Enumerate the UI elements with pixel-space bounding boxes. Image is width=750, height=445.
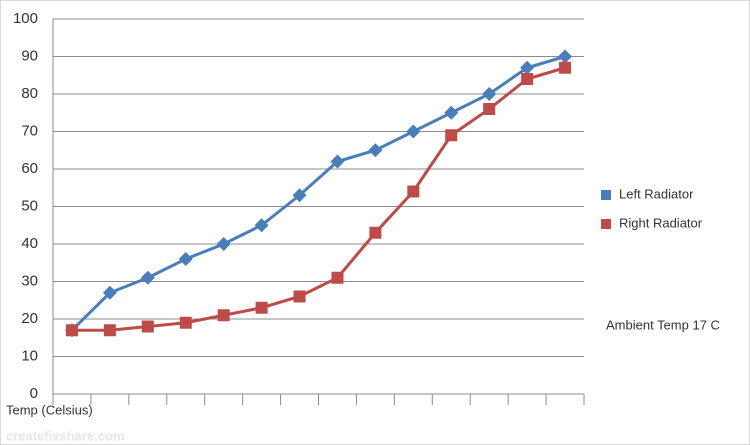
annotation: Ambient Temp 17 C — [606, 317, 720, 332]
marker — [369, 226, 382, 239]
y-tick-label: 0 — [30, 385, 38, 402]
series-line — [71, 66, 566, 332]
marker — [102, 285, 117, 300]
marker — [103, 324, 116, 337]
marker — [217, 309, 230, 322]
marker — [445, 129, 458, 142]
marker — [558, 49, 573, 64]
marker — [406, 124, 421, 139]
y-tick-label: 20 — [21, 310, 38, 327]
marker — [559, 61, 572, 74]
y-tick-label: 30 — [21, 272, 38, 289]
legend-swatch — [601, 219, 611, 229]
marker — [140, 270, 155, 285]
marker — [254, 218, 269, 233]
marker — [407, 185, 420, 198]
marker — [255, 301, 268, 314]
marker — [444, 105, 459, 120]
marker — [141, 320, 154, 333]
marker — [330, 154, 345, 169]
marker — [483, 103, 496, 115]
legend-label: Right Radiator — [619, 215, 703, 230]
marker — [521, 73, 534, 85]
watermark: createfixshare.com — [6, 428, 125, 443]
series-line — [70, 55, 566, 332]
marker — [292, 188, 307, 203]
marker — [179, 316, 192, 329]
y-tick-label: 70 — [21, 122, 38, 139]
marker — [520, 60, 535, 75]
marker — [482, 87, 497, 101]
y-tick-label: 80 — [21, 85, 38, 102]
marker — [368, 143, 383, 158]
legend-swatch — [601, 190, 611, 200]
marker — [293, 290, 306, 303]
y-tick-label: 100 — [13, 10, 38, 27]
legend-label: Left Radiator — [619, 186, 694, 201]
y-tick-label: 40 — [21, 235, 38, 252]
marker — [216, 237, 231, 251]
marker — [65, 324, 78, 337]
y-tick-label: 50 — [21, 197, 38, 214]
y-tick-label: 60 — [21, 160, 38, 177]
marker — [178, 252, 193, 266]
y-tick-label: 10 — [21, 347, 38, 364]
marker — [331, 271, 344, 284]
y-tick-label: 90 — [21, 47, 38, 64]
x-axis-label: Temp (Celsius) — [6, 402, 93, 417]
